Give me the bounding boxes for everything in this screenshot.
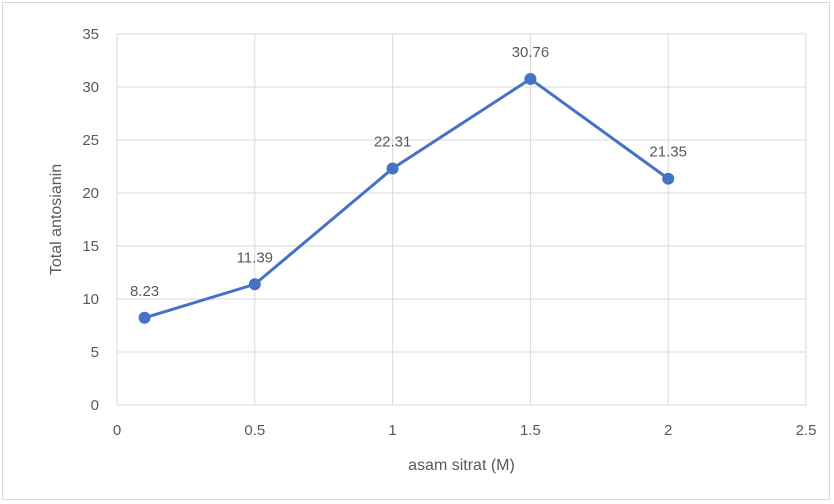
x-axis-title: asam sitrat (M) (408, 457, 515, 474)
y-tick-label: 10 (82, 291, 99, 308)
y-tick-label: 5 (91, 344, 99, 361)
data-label: 11.39 (237, 249, 273, 266)
data-label: 30.76 (512, 44, 550, 61)
data-points (138, 72, 675, 324)
series-polyline (144, 77, 670, 320)
data-point (524, 72, 537, 85)
x-tick-label: 1 (388, 422, 396, 439)
data-label: 22.31 (374, 134, 412, 151)
x-tick-label: 0.5 (244, 422, 265, 439)
y-tick-label: 15 (82, 238, 99, 255)
y-tick-labels: 0 5 10 15 20 25 30 35 (82, 26, 99, 414)
data-labels: 8.23 11.39 22.31 30.76 21.35 (130, 44, 687, 300)
y-tick-label: 35 (82, 26, 99, 43)
data-point (138, 311, 151, 324)
data-label: 8.23 (130, 283, 159, 300)
x-tick-label: 2.5 (796, 422, 817, 439)
x-tick-label: 1.5 (520, 422, 541, 439)
y-axis-title: Total antosianin (48, 164, 65, 275)
y-tick-label: 30 (82, 79, 99, 96)
line-chart: 0 5 10 15 20 25 30 35 0 0.5 1 1.5 2 2.5 8.23 11.39 22.… (48, 26, 817, 474)
x-tick-label: 2 (664, 422, 672, 439)
data-point (662, 172, 675, 185)
series-line (144, 77, 670, 320)
data-point (248, 278, 261, 291)
x-tick-labels: 0 0.5 1 1.5 2 2.5 (113, 422, 817, 439)
y-tick-label: 25 (82, 132, 99, 149)
grid-lines (116, 33, 807, 406)
y-tick-label: 0 (91, 397, 99, 414)
data-label: 21.35 (649, 144, 687, 161)
data-point (386, 162, 399, 175)
x-tick-label: 0 (113, 422, 121, 439)
y-tick-label: 20 (82, 185, 99, 202)
